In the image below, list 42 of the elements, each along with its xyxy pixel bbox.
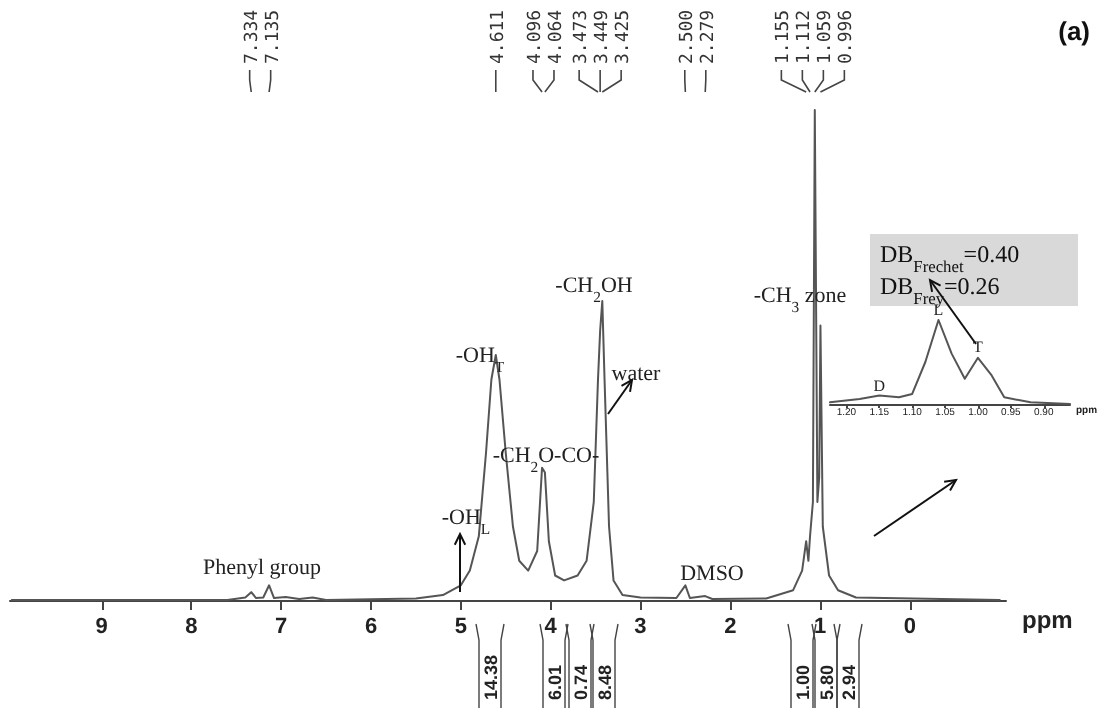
x-tick-label: 2 (724, 615, 737, 639)
annotation: 1.155 (774, 9, 795, 64)
x-tick-label: 5 (454, 615, 467, 639)
annotation: 4.064 (546, 9, 567, 64)
annotation: 3.449 (593, 9, 614, 64)
text: 2.94 (839, 664, 859, 700)
annotation: DB$_{Frechet}$=0.40 (880, 240, 1020, 275)
x-tick-label: 3 (634, 615, 647, 639)
annotation: D (873, 376, 886, 395)
annotation: DMSO (680, 562, 744, 586)
annotation: 4.611 (488, 9, 509, 64)
text: 1.00 (793, 664, 813, 700)
annotation: water (611, 362, 662, 386)
text: 0.74 (571, 664, 591, 700)
annotation: DB$_{Frey}$=0.26 (880, 272, 1000, 307)
x-tick-label: 4 (544, 615, 559, 639)
annotation: 1.112 (795, 9, 816, 64)
annotation: 7.135 (263, 9, 284, 64)
x-tick-label: 7 (275, 615, 288, 639)
annotation: 2.500 (677, 9, 698, 64)
annotation: 3.425 (614, 9, 635, 64)
text: 5.80 (817, 664, 837, 700)
annotation: T (973, 337, 984, 356)
x-tick-label: 8 (185, 615, 198, 639)
text: (a) (1058, 16, 1090, 46)
x-tick-label: 9 (95, 615, 108, 639)
annotation: 1.059 (816, 9, 837, 64)
annotation: 4.096 (525, 9, 546, 64)
x-tick-label: 6 (364, 615, 378, 639)
x-tick-label: 0 (903, 615, 917, 639)
annotation: 2.279 (698, 9, 719, 64)
annotation: -OH$_{L}$ (441, 506, 491, 537)
x-axis-title: ppm (1022, 606, 1073, 634)
annotation: Phenyl group (203, 556, 322, 580)
text: 8.48 (595, 664, 615, 700)
annotation: 0.996 (837, 9, 858, 64)
text: 6.01 (545, 664, 565, 700)
text: 14.38 (481, 654, 501, 700)
annotation: -CH$_{2}$OH (555, 274, 633, 305)
x-tick-label: 1 (813, 615, 827, 639)
annotation: 7.334 (242, 9, 263, 64)
annotation: 3.473 (572, 9, 593, 64)
